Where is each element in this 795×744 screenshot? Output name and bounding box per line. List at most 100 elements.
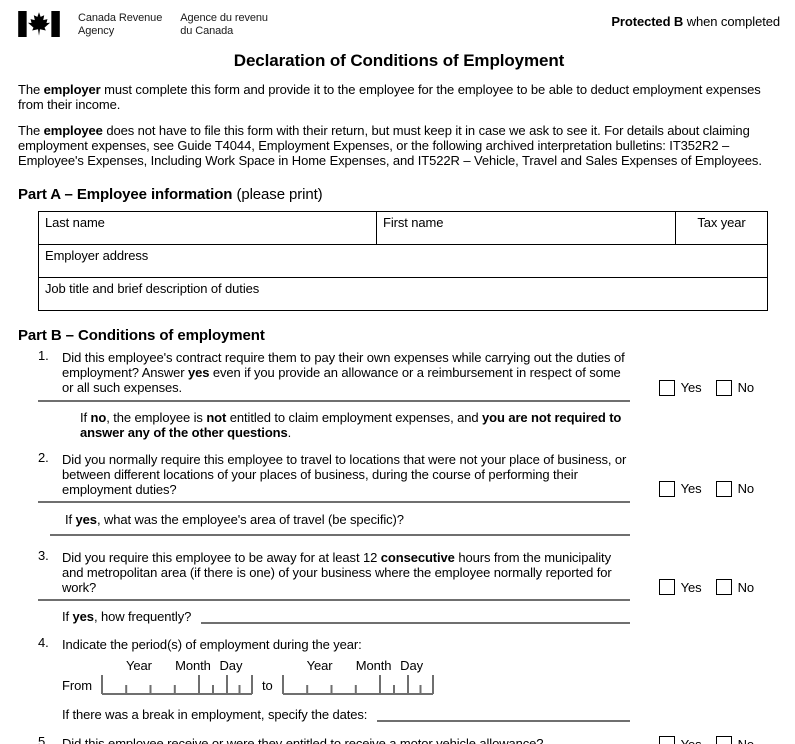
q2-yes-option: Yes <box>658 480 702 497</box>
table-row: Last name First name Tax year <box>38 210 768 245</box>
first-name-field[interactable]: First name <box>376 210 676 245</box>
question-4-text: Indicate the period(s) of employment dur… <box>62 637 362 653</box>
q3-yes-checkbox[interactable] <box>658 579 675 596</box>
question-5-block: 5. Did this employee receive or were the… <box>38 734 630 744</box>
p1-seg0: The <box>18 82 44 98</box>
q3-seg0: Did you require this employee to be away… <box>62 549 381 565</box>
q1n-seg2: , the employee is <box>106 409 207 425</box>
question-4-number: 4. <box>38 635 49 651</box>
first-name-label: First name <box>383 214 444 230</box>
agency-en-line2: Agency <box>78 25 115 38</box>
job-title-label: Job title and brief description of dutie… <box>45 280 260 296</box>
protected-b-bold: Protected B <box>611 14 684 29</box>
q3-no-checkbox[interactable] <box>715 579 732 596</box>
q3s-seg2: , how frequently? <box>93 609 192 625</box>
q1n-seg4: entitled to claim employment expenses, a… <box>226 409 482 425</box>
from-day-label: Day <box>219 658 243 674</box>
agency-fr-line2: du Canada <box>180 25 234 38</box>
q2-no-checkbox[interactable] <box>715 480 732 497</box>
part-a-heading-bold: Part A – Employee information <box>18 186 233 204</box>
q1-seg2: even if you provide an allowance or a re… <box>62 365 621 396</box>
q1n-bold1: no <box>90 409 107 425</box>
protected-b-label: Protected B when completed <box>611 10 780 29</box>
q3-frequency-input-line[interactable] <box>201 609 630 625</box>
question-4: 4. Indicate the period(s) of employment … <box>18 635 780 723</box>
q2s-seg0: If <box>65 511 76 527</box>
q1-seg0: Did this employee's contract require the… <box>62 350 625 381</box>
q2-yes-label: Yes <box>680 481 702 497</box>
question-1: 1. Did this employee's contract require … <box>18 348 780 402</box>
intro-paragraph-employee: The employee does not have to file this … <box>18 123 780 168</box>
question-2-answer: Yes No <box>658 480 755 503</box>
q5-yes-checkbox[interactable] <box>658 736 675 744</box>
agency-en-line1: Canada Revenue <box>78 12 163 24</box>
agency-fr-line1: Agence du revenu <box>180 12 268 24</box>
q1-yes-option: Yes <box>658 379 702 396</box>
job-title-field[interactable]: Job title and brief description of dutie… <box>38 276 768 311</box>
part-a-heading: Part A – Employee information (please pr… <box>18 186 780 203</box>
q3-no-label: No <box>737 579 755 595</box>
from-year-label: Year <box>126 658 152 674</box>
q5-no-option: No <box>715 736 755 744</box>
break-dates-label: If there was a break in employment, spec… <box>62 707 368 723</box>
employee-information-table: Last name First name Tax year Employer a… <box>38 210 768 311</box>
p2-bold: employee <box>43 123 103 139</box>
part-a-heading-note: (please print) <box>232 186 323 204</box>
q1-no-label: No <box>737 379 755 395</box>
part-b-heading: Part B – Conditions of employment <box>18 326 265 344</box>
employment-period-row: From Year Month Day to Year Month Day <box>62 658 780 696</box>
break-dates-input-line[interactable] <box>377 707 630 723</box>
from-label: From <box>62 678 92 694</box>
q1-no-option: No <box>715 379 755 396</box>
from-date-comb-icon <box>100 675 253 696</box>
q3-frequency-row: If yes, how frequently? <box>62 609 630 625</box>
employer-address-label: Employer address <box>45 247 149 263</box>
question-1-text: Did this employee's contract require the… <box>62 350 630 395</box>
question-2: 2. Did you normally require this employe… <box>18 450 780 503</box>
q3-no-option: No <box>715 579 755 596</box>
q3-yes-option: Yes <box>658 579 702 596</box>
table-row: Job title and brief description of dutie… <box>38 276 768 311</box>
period-to-date-field[interactable]: Year Month Day <box>281 658 434 696</box>
p1-seg2: must complete this form and provide it t… <box>18 82 761 113</box>
question-1-note: If no, the employee is not entitled to c… <box>80 410 646 440</box>
tax-year-field[interactable]: Tax year <box>675 210 768 245</box>
protected-b-rest: when completed <box>683 14 780 29</box>
p2-seg2: does not have to file this form with the… <box>18 123 762 169</box>
table-row: Employer address <box>38 243 768 278</box>
q5-no-checkbox[interactable] <box>715 736 732 744</box>
q3-yes-label: Yes <box>680 579 702 595</box>
question-2-block: 2. Did you normally require this employe… <box>38 450 630 503</box>
question-5-number: 5. <box>38 734 49 744</box>
last-name-label: Last name <box>45 214 105 230</box>
q2-no-option: No <box>715 480 755 497</box>
q1n-bold2: not <box>206 409 227 425</box>
employment-break-row: If there was a break in employment, spec… <box>62 707 630 723</box>
q2-no-label: No <box>737 481 755 497</box>
q2s-bold: yes <box>75 511 97 527</box>
last-name-field[interactable]: Last name <box>38 210 377 245</box>
to-month-label: Month <box>355 658 392 674</box>
q3-frequency-label: If yes, how frequently? <box>62 609 191 624</box>
q2-yes-checkbox[interactable] <box>658 480 675 497</box>
question-3-block: 3. Did you require this employee to be a… <box>38 548 630 602</box>
q3-seg2: hours from the municipality and metropol… <box>62 549 612 596</box>
employer-address-field[interactable]: Employer address <box>38 243 768 278</box>
q1-yes-checkbox[interactable] <box>658 379 675 396</box>
question-5-answer: Yes No <box>658 736 755 744</box>
period-from-date-field[interactable]: Year Month Day <box>100 658 253 696</box>
q2-travel-area-input-line[interactable]: If yes, what was the employee's area of … <box>50 512 630 536</box>
q5-yes-option: Yes <box>658 736 702 744</box>
form-header: Canada Revenue Agency Agence du revenu d… <box>18 10 780 38</box>
q5-yes-label: Yes <box>681 737 702 744</box>
q1-bold: yes <box>188 365 210 381</box>
question-3-text: Did you require this employee to be away… <box>62 550 630 595</box>
q1-no-checkbox[interactable] <box>715 379 732 396</box>
q3s-bold: yes <box>72 609 94 625</box>
q5-no-label: No <box>738 737 755 744</box>
to-date-comb-icon <box>281 675 434 696</box>
q1n-seg0: If <box>80 409 91 425</box>
question-3-answer: Yes No <box>658 579 755 601</box>
question-4-head: 4. Indicate the period(s) of employment … <box>38 635 630 653</box>
tax-year-label: Tax year <box>697 214 746 230</box>
